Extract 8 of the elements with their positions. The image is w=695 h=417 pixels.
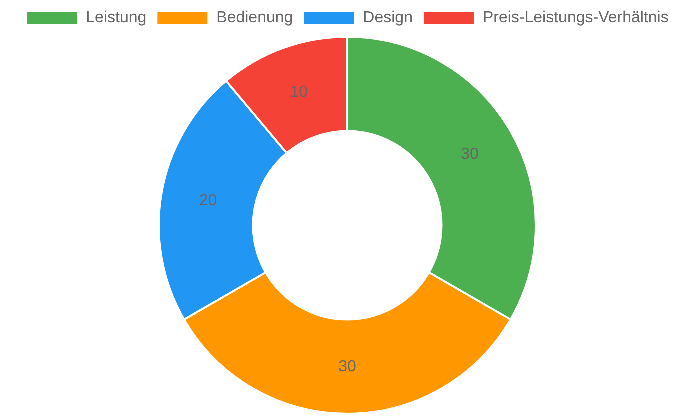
data-label: 10	[290, 84, 308, 102]
legend-label: Bedienung	[216, 9, 294, 26]
data-label: 30	[461, 146, 479, 164]
data-label: 20	[199, 192, 218, 210]
data-label: 30	[338, 358, 356, 376]
legend-label: Preis-Leistungs-Verhältnis	[482, 9, 669, 26]
legend-label: Design	[363, 9, 413, 26]
legend-label: Leistung	[86, 9, 147, 26]
